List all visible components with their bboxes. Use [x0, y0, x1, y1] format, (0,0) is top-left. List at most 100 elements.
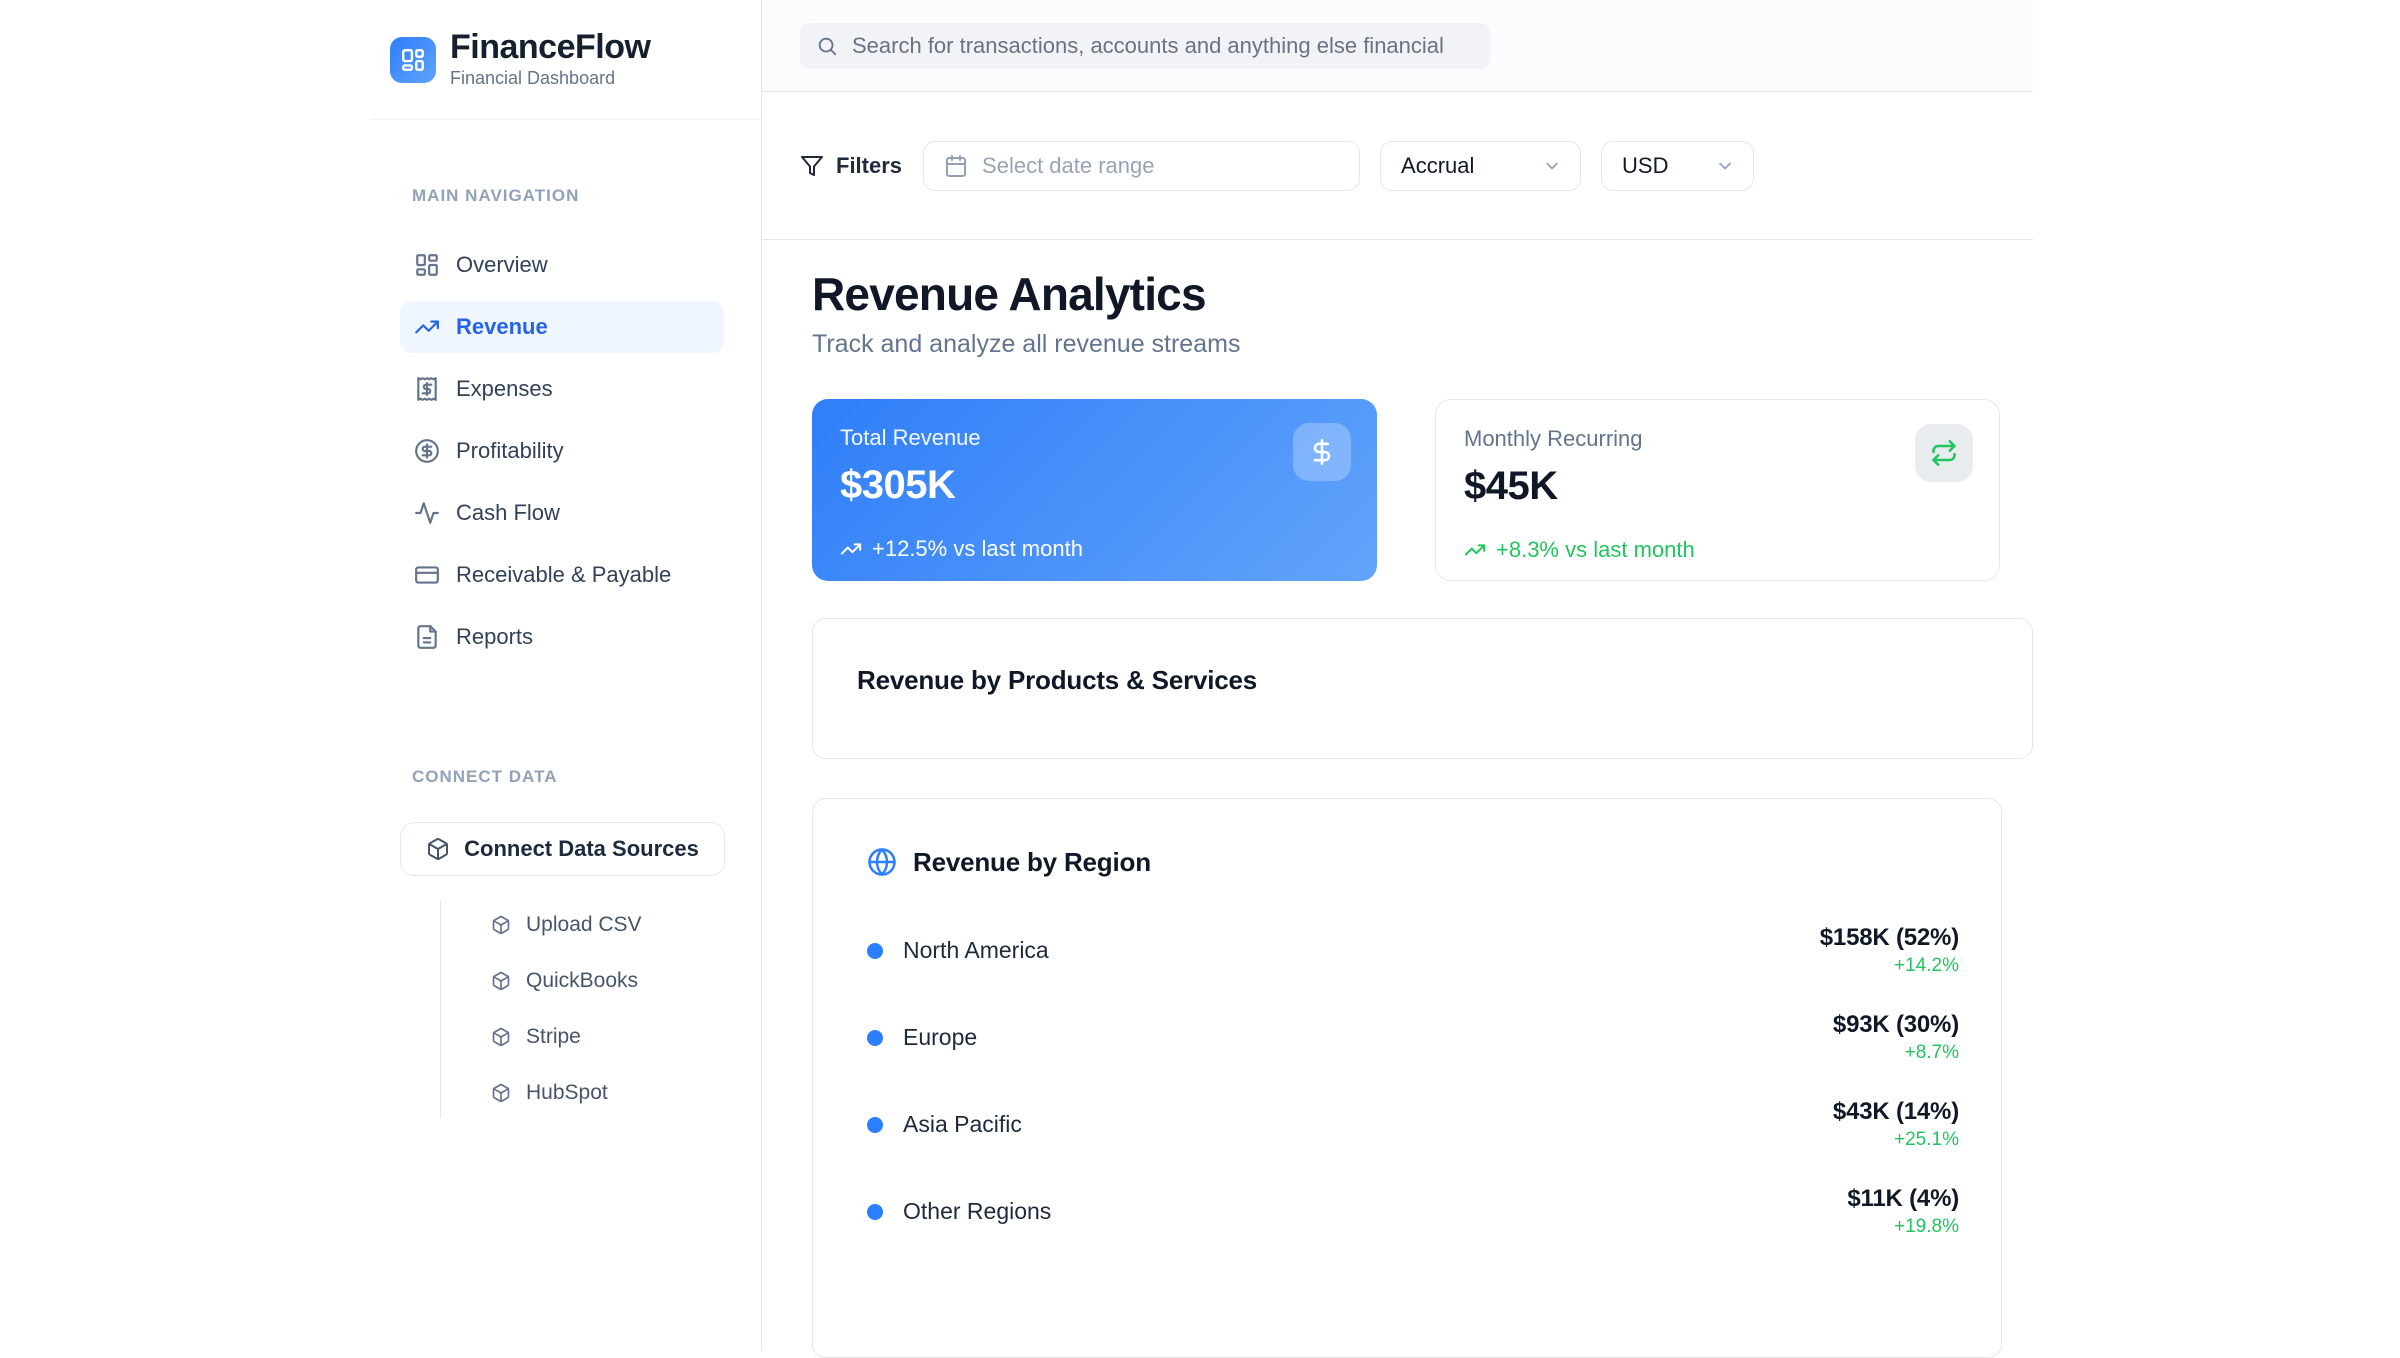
stat-delta: +8.3% vs last month [1464, 537, 1971, 563]
calendar-icon [946, 154, 967, 177]
region-dot [867, 1029, 883, 1046]
region-delta: +19.8% [1894, 1216, 1959, 1238]
products-panel-title: Revenue by Products & Services [857, 664, 1258, 695]
package-icon [492, 971, 510, 991]
stat-label: Monthly Recurring [1464, 425, 1643, 451]
circle-dollar-icon [415, 439, 439, 463]
dollar-chip [1293, 422, 1351, 481]
funnel-icon [801, 155, 823, 176]
connect-item-quickbooks[interactable]: QuickBooks [491, 956, 761, 1006]
stat-delta: +12.5% vs last month [840, 536, 1349, 562]
region-value: $11K (4%) [1847, 1185, 1959, 1213]
sidebar-item-label: Profitability [456, 438, 564, 463]
activity-icon [415, 502, 439, 524]
global-search[interactable] [800, 22, 1490, 69]
accounting-basis-select[interactable]: Accrual [1380, 140, 1582, 191]
page-subtitle: Track and analyze all revenue streams [812, 329, 1241, 358]
dashboard-grid-icon [402, 48, 424, 71]
region-name: Asia Pacific [903, 1111, 1022, 1138]
package-icon [492, 1027, 510, 1047]
region-value: $43K (14%) [1832, 1098, 1959, 1126]
package-icon [428, 838, 449, 860]
region-dot [867, 942, 883, 959]
filters-label: Filters [836, 152, 903, 178]
app-tagline: Financial Dashboard [450, 68, 616, 89]
main-area: Filters Select date range Accrual USD [762, 0, 2033, 1358]
sidebar-item-overview[interactable]: Overview [400, 239, 724, 291]
sidebar-item-label: Receivable & Payable [456, 562, 672, 587]
search-input[interactable] [850, 31, 1474, 60]
region-dot [867, 1203, 883, 1220]
monthly-recurring-card: Monthly Recurring $45K +8.3% vs last mon… [1435, 398, 2000, 581]
stat-label: Total Revenue [840, 424, 981, 450]
sidebar-item-expenses[interactable]: Expenses [400, 363, 724, 415]
region-delta: +14.2% [1894, 955, 1959, 977]
file-text-icon [417, 625, 437, 649]
sidebar-item-reports[interactable]: Reports [400, 611, 724, 663]
chevron-down-icon [1719, 162, 1731, 169]
layout-grid-icon [416, 254, 438, 276]
search-icon [818, 37, 837, 55]
date-range-input[interactable]: Select date range [923, 140, 1361, 191]
receipt-icon [417, 377, 437, 401]
sidebar-item-label: Cash Flow [456, 500, 560, 525]
credit-card-icon [415, 566, 439, 584]
package-icon [492, 1083, 510, 1103]
stat-delta-text: +8.3% vs last month [1496, 536, 1695, 562]
trending-up-icon [415, 320, 439, 334]
filters-bar: Filters Select date range Accrual USD [762, 92, 2033, 240]
sidebar-item-receivable-payable[interactable]: Receivable & Payable [400, 549, 724, 601]
region-row-europe: Europe $93K (30%) +8.7% [867, 1009, 1961, 1067]
repeat-icon [1932, 439, 1956, 466]
trending-up-icon [1464, 544, 1486, 556]
sidebar-item-profitability[interactable]: Profitability [400, 425, 724, 477]
region-name: Europe [903, 1024, 978, 1051]
chevron-down-icon [1546, 162, 1558, 169]
content: Revenue Analytics Track and analyze all … [762, 240, 2033, 1358]
connect-item-label: QuickBooks [526, 969, 639, 992]
revenue-by-products-panel: Revenue by Products & Services [812, 617, 2033, 759]
region-dot [867, 1116, 883, 1133]
connect-data-list: Upload CSV QuickBooks Stripe [440, 900, 761, 1118]
filters-button[interactable]: Filters [800, 153, 902, 179]
total-revenue-card: Total Revenue $305K +12.5% vs last month [812, 398, 1377, 581]
region-name: Other Regions [903, 1198, 1052, 1225]
connect-item-label: HubSpot [526, 1081, 608, 1104]
region-row-other-regions: Other Regions $11K (4%) +19.8% [867, 1183, 1961, 1241]
currency-value: USD [1622, 152, 1669, 178]
stat-delta-text: +12.5% vs last month [872, 535, 1083, 561]
sidebar-item-label: Expenses [456, 376, 553, 401]
sidebar-item-revenue[interactable]: Revenue [400, 301, 724, 353]
globe-icon [868, 848, 896, 877]
connect-item-label: Stripe [526, 1025, 581, 1048]
package-icon [492, 915, 510, 935]
stats-row: Total Revenue $305K +12.5% vs last month [812, 398, 2033, 581]
region-delta: +25.1% [1894, 1129, 1959, 1151]
sidebar-item-label: Overview [456, 252, 548, 277]
sidebar-item-cash-flow[interactable]: Cash Flow [400, 487, 724, 539]
connect-item-hubspot[interactable]: HubSpot [491, 1068, 761, 1118]
stat-value: $45K [1464, 463, 1558, 508]
region-panel-title: Revenue by Region [913, 846, 1151, 877]
accounting-basis-value: Accrual [1401, 152, 1475, 178]
main-navigation-label: MAIN NAVIGATION [412, 186, 580, 205]
region-value: $158K (52%) [1819, 924, 1959, 952]
date-range-placeholder: Select date range [982, 152, 1155, 178]
region-value: $93K (30%) [1832, 1011, 1959, 1039]
app-title: FinanceFlow [450, 27, 651, 66]
trending-up-icon [840, 543, 862, 555]
currency-select[interactable]: USD [1601, 140, 1755, 191]
connect-data-sources-button[interactable]: Connect Data Sources [400, 822, 725, 876]
region-panel-header: Revenue by Region [867, 847, 1961, 878]
dollar-sign-icon [1313, 438, 1331, 465]
connect-item-label: Upload CSV [526, 913, 642, 936]
connect-button-label: Connect Data Sources [464, 836, 699, 861]
region-name: North America [903, 937, 1049, 964]
sidebar-item-label: Revenue [456, 314, 548, 339]
connect-item-upload-csv[interactable]: Upload CSV [491, 900, 761, 950]
sidebar: FinanceFlow Financial Dashboard MAIN NAV… [370, 0, 762, 1350]
page-title: Revenue Analytics [812, 268, 1207, 320]
connect-item-stripe[interactable]: Stripe [491, 1012, 761, 1062]
top-bar [762, 0, 2033, 92]
stat-value: $305K [840, 462, 956, 507]
